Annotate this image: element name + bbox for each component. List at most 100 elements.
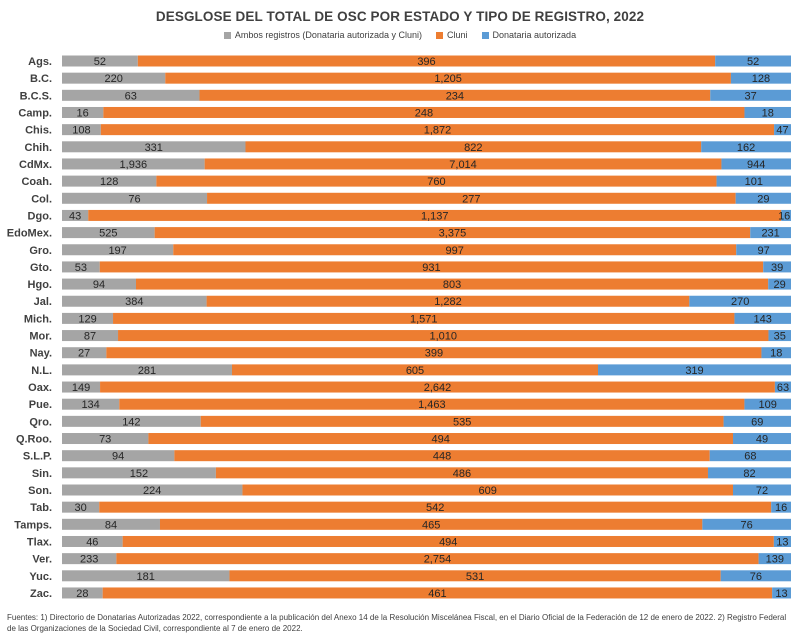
- data-label-jal-s1: 1,282: [434, 296, 462, 308]
- bar-segment-pue-s0: [62, 398, 120, 410]
- category-label-ver: Ver.: [32, 554, 52, 566]
- bar-segment-tamps-s1: [159, 518, 703, 530]
- data-label-mich-s1: 1,571: [410, 313, 438, 325]
- data-label-jal-s0: 384: [125, 296, 143, 308]
- data-label-coah-s0: 128: [100, 176, 118, 188]
- data-label-gto-s2: 39: [771, 262, 783, 274]
- chart-title: DESGLOSE DEL TOTAL DE OSC POR ESTADO Y T…: [155, 9, 645, 24]
- bar-segment-coah-s1: [156, 175, 717, 187]
- bar-segment-mich-s2: [734, 312, 791, 324]
- category-label-mich: Mich.: [24, 313, 52, 325]
- data-label-sin-s1: 486: [453, 468, 471, 480]
- category-label-mor: Mor.: [29, 331, 52, 343]
- data-label-camp-s2: 18: [762, 107, 774, 119]
- bar-segment-dgo-s2: [781, 209, 791, 221]
- data-label-zac-s1: 461: [428, 588, 446, 600]
- category-label-pue: Pue.: [29, 399, 52, 411]
- data-label-ver-s2: 139: [766, 554, 784, 566]
- bar-segment-sin-s1: [215, 467, 708, 479]
- bar-segment-jal-s1: [206, 295, 690, 307]
- bar-segment-pue-s1: [119, 398, 745, 410]
- bar-segment-mor-s0: [62, 330, 119, 342]
- data-label-dgo-s1: 1,137: [421, 210, 449, 222]
- data-label-b-c-s-s1: 234: [446, 90, 464, 102]
- data-label-mor-s1: 1,010: [429, 331, 457, 343]
- bar-segment-n-l-s0: [62, 364, 232, 376]
- bar-segment-zac-s1: [102, 587, 773, 599]
- bar-segment-s-l-p-s1: [174, 450, 710, 462]
- category-label-jal: Jal.: [34, 296, 52, 308]
- category-label-tamps: Tamps.: [14, 519, 52, 531]
- data-label-tamps-s0: 84: [105, 519, 117, 531]
- data-label-hgo-s0: 94: [93, 279, 105, 291]
- data-label-pue-s1: 1,463: [418, 399, 446, 411]
- data-label-chih-s1: 822: [464, 142, 482, 154]
- bar-segment-cdmx-s0: [62, 158, 205, 170]
- bar-segment-son-s2: [733, 484, 791, 496]
- data-label-mich-s0: 129: [78, 313, 96, 325]
- data-label-ags-s1: 396: [417, 56, 435, 68]
- data-label-tlax-s2: 13: [776, 536, 788, 548]
- category-label-nay: Nay.: [30, 348, 52, 360]
- data-label-chih-s2: 162: [737, 142, 755, 154]
- bar-segment-ver-s0: [62, 553, 117, 565]
- data-label-son-s0: 224: [143, 485, 161, 497]
- data-label-nay-s1: 399: [425, 348, 443, 360]
- legend-swatch-cluni: [436, 31, 443, 39]
- category-label-dgo: Dgo.: [28, 210, 52, 222]
- bar-segment-chih-s0: [62, 141, 246, 153]
- bar-segment-oax-s1: [100, 381, 775, 393]
- category-label-coah: Coah.: [21, 176, 52, 188]
- data-label-oax-s1: 2,642: [424, 382, 452, 394]
- bar-segment-camp-s0: [62, 106, 104, 118]
- bar-segment-gro-s1: [173, 244, 737, 256]
- bar-segment-yuc-s0: [62, 570, 230, 582]
- category-label-son: Son.: [28, 485, 52, 497]
- data-label-gto-s1: 931: [422, 262, 440, 274]
- bar-segment-s-l-p-s0: [62, 450, 175, 462]
- data-label-ver-s0: 233: [80, 554, 98, 566]
- data-label-yuc-s0: 181: [137, 571, 155, 583]
- data-label-zac-s2: 13: [775, 588, 787, 600]
- data-label-tab-s0: 30: [74, 502, 86, 514]
- data-label-gro-s2: 97: [757, 245, 769, 257]
- category-label-tab: Tab.: [30, 502, 52, 514]
- category-label-ags: Ags.: [28, 56, 52, 68]
- data-label-ags-s0: 52: [94, 56, 106, 68]
- data-label-son-s1: 609: [479, 485, 497, 497]
- category-label-gto: Gto.: [30, 262, 52, 274]
- bar-segment-b-c-s-s1: [199, 89, 711, 101]
- data-label-qro-s1: 535: [453, 416, 471, 428]
- data-label-dgo-s2: 16: [778, 210, 790, 222]
- data-label-s-l-p-s2: 68: [744, 451, 756, 463]
- chart-footnote: Fuentes: 1) Directorio de Donatarias Aut…: [7, 613, 787, 633]
- category-label-edomex: EdoMex.: [7, 228, 52, 240]
- bar-segment-ver-s1: [116, 553, 759, 565]
- category-label-chih: Chih.: [25, 142, 53, 154]
- bar-segment-hgo-s0: [62, 278, 137, 290]
- data-label-hgo-s1: 803: [443, 279, 461, 291]
- data-label-oax-s2: 63: [777, 382, 789, 394]
- data-label-pue-s2: 109: [759, 399, 777, 411]
- data-label-col-s2: 29: [757, 193, 769, 205]
- data-label-q-roo-s0: 73: [99, 434, 111, 446]
- bar-segment-qro-s1: [200, 415, 724, 427]
- bar-segment-s-l-p-s2: [709, 450, 791, 462]
- category-label-chis: Chis.: [25, 125, 52, 137]
- legend-item-donataria: Donataria autorizada: [481, 30, 576, 40]
- bar-segment-qro-s2: [723, 415, 791, 427]
- category-label-hgo: Hgo.: [28, 279, 52, 291]
- data-label-pue-s0: 134: [81, 399, 99, 411]
- bar-segment-oax-s0: [62, 381, 101, 393]
- bar-segment-mich-s1: [113, 312, 735, 324]
- bar-segment-gto-s1: [99, 261, 764, 273]
- data-label-jal-s2: 270: [731, 296, 749, 308]
- bar-segment-mor-s2: [768, 330, 791, 342]
- category-label-col: Col.: [31, 193, 52, 205]
- category-label-camp: Camp.: [18, 107, 52, 119]
- bar-segment-ver-s2: [758, 553, 791, 565]
- data-label-edomex-s2: 231: [761, 228, 779, 240]
- data-label-b-c-s0: 220: [104, 73, 122, 85]
- bar-segment-ags-s1: [137, 55, 716, 67]
- bar-segment-sin-s2: [707, 467, 791, 479]
